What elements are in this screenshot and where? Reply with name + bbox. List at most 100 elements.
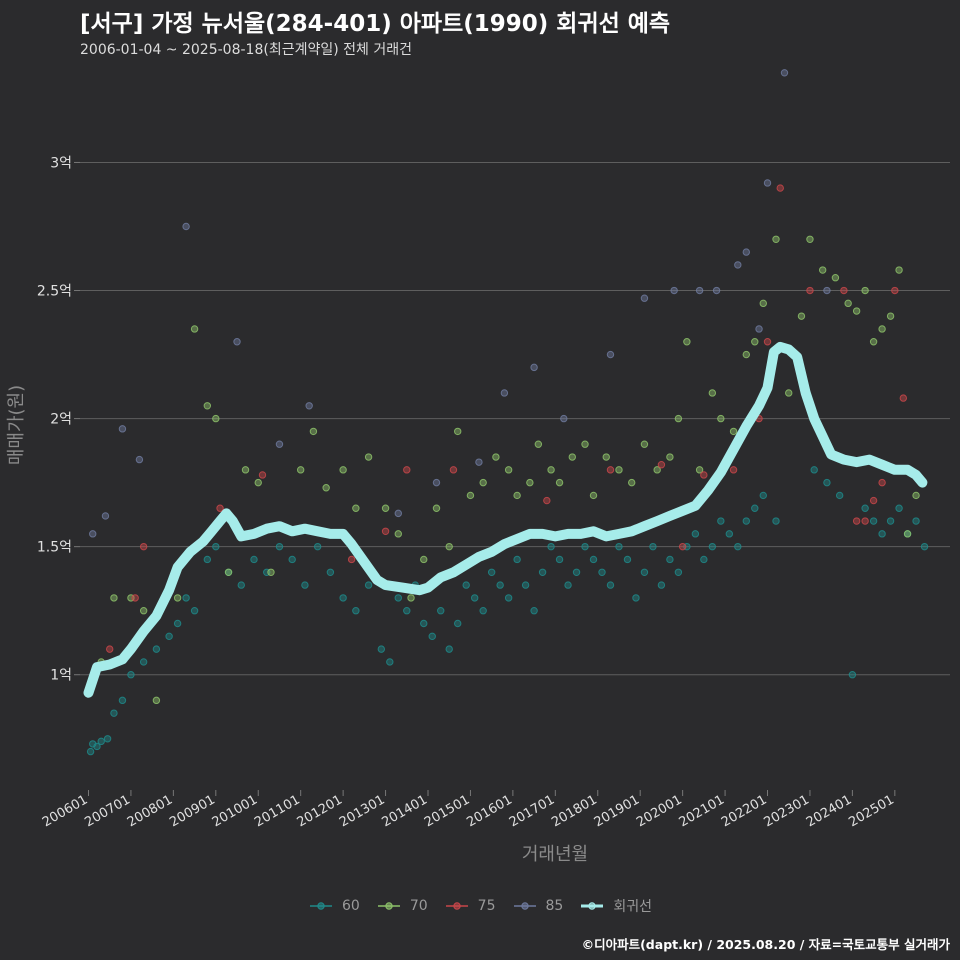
point-60 <box>823 478 831 487</box>
point-70 <box>895 266 903 274</box>
point-60 <box>479 607 487 615</box>
chart-subtitle: 2006-01-04 ~ 2025-08-18(최근계약일) 전체 거래건 <box>80 42 412 58</box>
x-tick-label: 200801 <box>125 792 175 830</box>
point-60 <box>772 517 780 525</box>
x-tick-label: 200601 <box>40 792 90 830</box>
point-60 <box>848 671 857 679</box>
x-tick-label: 201201 <box>295 792 345 830</box>
legend-item-trend: 회귀선 <box>579 896 652 916</box>
source-credit: ©디아파트(dapt.kr) / 2025.08.20 / 자료=국토교통부 실… <box>581 937 950 952</box>
point-60 <box>623 555 632 564</box>
point-75 <box>878 478 886 487</box>
point-60 <box>339 594 347 602</box>
legend: 60 70 75 85 회귀선 <box>0 896 960 916</box>
point-70 <box>806 235 814 243</box>
point-85 <box>101 512 110 520</box>
point-70 <box>322 484 330 492</box>
point-85 <box>606 350 615 359</box>
point-70 <box>454 427 462 436</box>
point-60 <box>598 568 606 576</box>
x-tick-label: 202001 <box>634 792 684 830</box>
point-60 <box>632 594 640 602</box>
point-60 <box>118 696 127 705</box>
point-60 <box>572 568 581 576</box>
point-70 <box>479 478 487 487</box>
point-70 <box>254 478 262 487</box>
point-70 <box>364 453 373 461</box>
point-75 <box>131 594 139 602</box>
point-70 <box>852 307 861 315</box>
point-75 <box>776 184 784 192</box>
point-60 <box>912 517 920 525</box>
point-60 <box>717 517 725 525</box>
point-85 <box>734 261 742 269</box>
point-75 <box>139 542 148 551</box>
y-axis-title: 매매가(원) <box>6 385 27 465</box>
point-70 <box>547 466 555 474</box>
point-70 <box>683 338 691 346</box>
point-60 <box>538 568 547 576</box>
point-60 <box>301 581 309 589</box>
point-70 <box>492 453 500 461</box>
legend-key-dot <box>588 902 597 910</box>
point-60 <box>420 619 428 628</box>
x-tick-label: 202101 <box>677 792 727 830</box>
point-60 <box>861 504 869 512</box>
point-70 <box>785 389 793 397</box>
point-70 <box>751 338 759 346</box>
point-60 <box>470 594 479 602</box>
legend-label: 회귀선 <box>613 899 652 915</box>
point-60 <box>751 504 759 512</box>
point-60 <box>139 658 148 666</box>
point-70 <box>666 453 674 461</box>
point-60 <box>173 619 182 628</box>
point-70 <box>831 274 840 282</box>
point-70 <box>818 266 827 274</box>
legend-key-85 <box>513 902 536 910</box>
point-60 <box>504 594 513 602</box>
point-60 <box>640 568 649 576</box>
point-60 <box>606 581 615 589</box>
point-70 <box>602 453 610 461</box>
point-75 <box>899 394 908 402</box>
point-75 <box>861 517 869 525</box>
x-tick-label: 201701 <box>507 792 557 830</box>
point-60 <box>288 555 296 564</box>
point-70 <box>903 530 912 538</box>
point-85 <box>233 338 241 346</box>
point-70 <box>695 466 704 474</box>
point-60 <box>886 517 895 525</box>
point-60 <box>742 517 750 525</box>
point-75 <box>729 466 738 474</box>
point-70 <box>589 491 598 500</box>
legend-item-85: 85 <box>512 898 563 914</box>
point-60 <box>649 542 657 551</box>
point-60 <box>93 742 101 751</box>
point-70 <box>203 402 212 410</box>
point-70 <box>212 414 220 423</box>
point-70 <box>339 466 347 474</box>
point-70 <box>394 530 402 538</box>
point-75 <box>852 517 861 525</box>
point-70 <box>615 466 623 474</box>
point-70 <box>267 568 275 576</box>
point-60 <box>394 594 402 602</box>
point-75 <box>606 466 615 474</box>
x-tick-label: 201401 <box>380 792 430 830</box>
point-60 <box>275 542 284 551</box>
legend-key-trend <box>581 902 604 910</box>
legend-key-60 <box>310 902 333 910</box>
point-70 <box>878 325 886 333</box>
point-60 <box>250 555 258 564</box>
point-70 <box>869 338 878 346</box>
point-70 <box>420 555 428 564</box>
legend-label: 70 <box>409 898 428 914</box>
point-60 <box>212 542 220 551</box>
point-70 <box>296 466 305 474</box>
point-60 <box>182 594 190 602</box>
x-tick-label: 200701 <box>82 792 132 830</box>
point-60 <box>564 581 572 589</box>
point-70 <box>173 594 182 602</box>
point-60 <box>165 632 173 641</box>
point-75 <box>449 466 458 474</box>
